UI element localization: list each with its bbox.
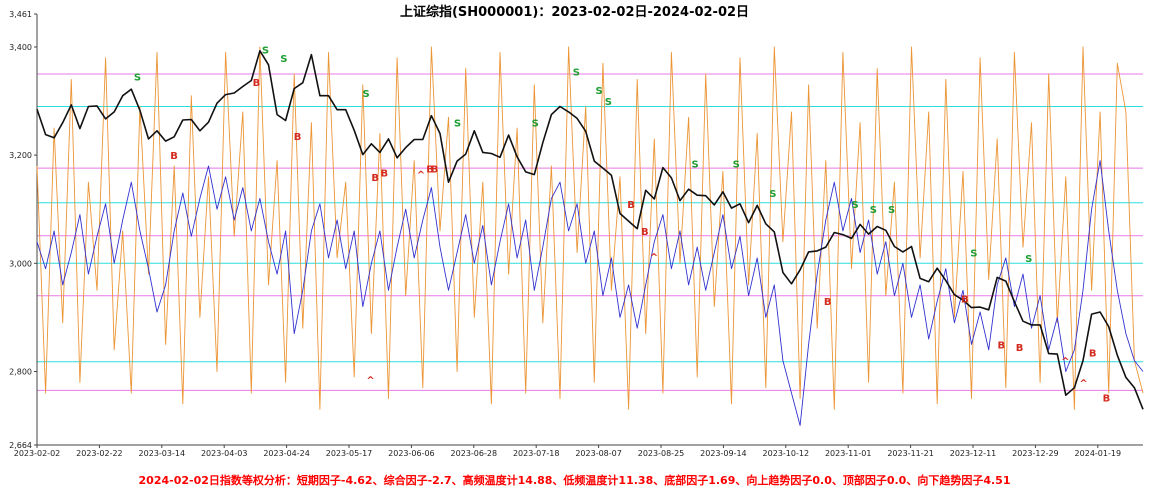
- signal-sell-signal: S: [262, 46, 269, 57]
- x-tick-label: 2023-09-14: [700, 449, 747, 458]
- signal-buy-signal: B: [380, 168, 388, 179]
- x-tick-label: 2023-05-17: [326, 449, 373, 458]
- x-tick-label: 2023-11-01: [825, 449, 872, 458]
- signal-sell-signal: S: [970, 249, 977, 260]
- signal-buy-signal: B: [426, 165, 434, 176]
- x-tick-label: 2023-04-03: [201, 449, 248, 458]
- signal-sell-signal: S: [573, 67, 580, 78]
- x-tick-label: 2023-06-06: [388, 449, 435, 458]
- signal-buy-signal: B: [294, 132, 302, 143]
- signal-buy-signal: B: [961, 294, 969, 305]
- x-tick-label: 2023-08-07: [575, 449, 622, 458]
- signal-bottom-caret-signal: ^: [1061, 357, 1069, 368]
- y-tick-label: 2,664: [9, 441, 32, 450]
- x-tick-label: 2023-12-29: [1012, 449, 1059, 458]
- x-tick-label: 2023-12-11: [950, 449, 997, 458]
- y-tick-label: 3,400: [9, 43, 32, 52]
- signal-buy-signal: B: [1089, 349, 1097, 360]
- signal-bottom-caret-signal: ^: [650, 252, 658, 263]
- signal-sell-signal: S: [870, 205, 877, 216]
- series-low-freq-indicator: [36, 160, 1144, 426]
- x-tick-label: 2023-11-21: [887, 449, 934, 458]
- signal-buy-signal: B: [1016, 343, 1024, 354]
- signal-sell-signal: S: [605, 97, 612, 108]
- y-tick-label: 3,000: [9, 259, 32, 268]
- series-high-freq-oscillator: [36, 46, 1144, 410]
- signal-buy-signal: B: [824, 297, 832, 308]
- x-tick-label: 2023-02-22: [76, 449, 123, 458]
- x-tick-label: 2023-02-02: [14, 449, 61, 458]
- x-tick-label: 2023-10-12: [763, 449, 810, 458]
- signal-buy-signal: B: [170, 151, 178, 162]
- x-tick-label: 2024-01-19: [1075, 449, 1122, 458]
- signal-buy-signal: B: [371, 173, 379, 184]
- signal-buy-signal: B: [997, 340, 1005, 351]
- signal-sell-signal: S: [851, 200, 858, 211]
- signal-sell-signal: S: [733, 159, 740, 170]
- signal-sell-signal: S: [888, 205, 895, 216]
- y-tick-label: 2,800: [9, 368, 32, 377]
- signal-buy-signal: B: [641, 227, 649, 238]
- x-tick-label: 2023-04-24: [263, 449, 310, 458]
- signal-sell-signal: S: [362, 89, 369, 100]
- signal-buy-signal: B: [627, 200, 635, 211]
- chart-title: 上证综指(SH000001)：2023-02-02日-2024-02-02日: [399, 5, 750, 20]
- signal-sell-signal: S: [532, 119, 539, 130]
- series-index-close: [36, 49, 1144, 410]
- signal-bottom-caret-signal: ^: [366, 376, 374, 387]
- signal-sell-signal: S: [769, 189, 776, 200]
- signal-sell-signal: S: [691, 159, 698, 170]
- x-tick-label: 2023-06-28: [451, 449, 498, 458]
- x-tick-label: 2023-03-14: [139, 449, 186, 458]
- signal-sell-signal: S: [1025, 254, 1032, 265]
- signal-buy-signal: B: [431, 165, 439, 176]
- signal-bottom-caret-signal: ^: [1079, 378, 1087, 389]
- signal-sell-signal: S: [280, 54, 287, 65]
- signal-bottom-caret-signal: ^: [417, 170, 425, 181]
- signal-sell-signal: S: [134, 73, 141, 84]
- y-tick-label: 3,200: [9, 151, 32, 160]
- y-tick-label: 3,461: [9, 10, 32, 19]
- signal-sell-signal: S: [595, 86, 602, 97]
- analysis-footer: 2024-02-02日指数等权分析：短期因子-4.62、综合因子-2.7、高频温…: [138, 474, 1011, 487]
- signal-sell-signal: S: [454, 119, 461, 130]
- signal-buy-signal: B: [1103, 393, 1111, 404]
- x-tick-label: 2023-07-18: [513, 449, 560, 458]
- signal-buy-signal: B: [253, 78, 261, 89]
- x-tick-label: 2023-08-25: [638, 449, 685, 458]
